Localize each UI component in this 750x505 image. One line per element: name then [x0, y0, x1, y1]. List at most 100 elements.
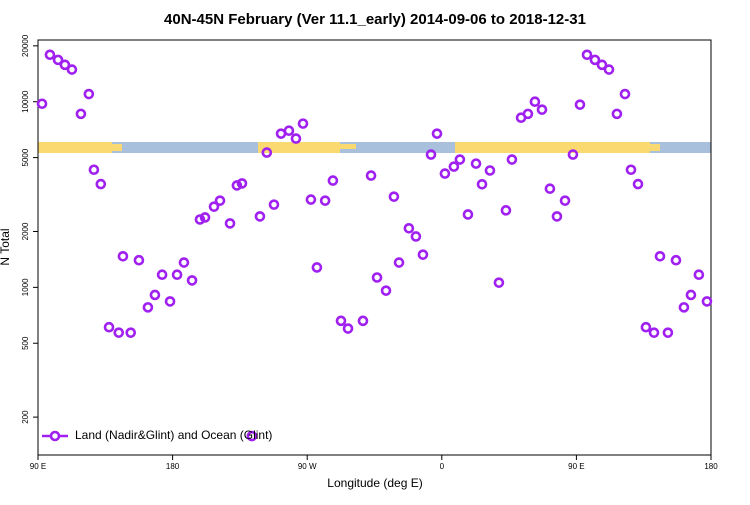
point — [83, 88, 95, 100]
point — [290, 133, 302, 144]
point — [133, 254, 145, 266]
point — [214, 195, 226, 206]
point — [693, 269, 705, 280]
point — [410, 231, 422, 242]
point — [544, 183, 556, 194]
point — [95, 178, 107, 190]
point — [701, 296, 713, 307]
point — [625, 164, 637, 176]
point — [417, 249, 429, 260]
point — [113, 327, 125, 338]
point — [103, 321, 115, 333]
point — [506, 154, 518, 165]
point — [393, 257, 405, 268]
point — [611, 108, 623, 120]
x-tick-label: 180 — [166, 462, 180, 471]
point — [448, 161, 460, 172]
point — [648, 327, 660, 338]
point — [581, 49, 593, 61]
point — [662, 327, 674, 338]
point — [178, 257, 190, 268]
point — [335, 315, 347, 327]
point — [164, 296, 176, 307]
y-tick-label: 10000 — [21, 90, 30, 113]
point — [357, 315, 369, 327]
y-tick-label: 500 — [21, 336, 30, 350]
point — [589, 54, 601, 66]
point — [574, 99, 586, 110]
point — [670, 254, 682, 266]
point — [425, 149, 437, 160]
point — [403, 223, 415, 234]
point — [342, 323, 354, 334]
point — [685, 289, 697, 301]
y-tick-label: 200 — [21, 410, 30, 424]
point — [654, 250, 666, 262]
y-tick-label: 1000 — [21, 278, 30, 296]
point — [388, 191, 400, 202]
point — [319, 195, 331, 206]
point — [454, 154, 466, 165]
point — [199, 212, 211, 223]
point — [66, 64, 78, 75]
point — [283, 125, 295, 136]
point — [678, 302, 690, 313]
point — [484, 165, 496, 176]
point — [88, 164, 100, 176]
point — [462, 209, 474, 220]
point — [603, 64, 615, 75]
point — [125, 327, 137, 338]
point — [551, 211, 563, 222]
legend-marker — [49, 430, 61, 442]
y-axis-label: N Total — [0, 228, 12, 265]
point — [156, 269, 168, 280]
y-tick-label: 5000 — [21, 148, 30, 166]
point — [632, 178, 644, 190]
point — [208, 201, 220, 212]
point — [254, 211, 266, 222]
x-tick-label: 90 W — [298, 462, 317, 471]
point — [36, 98, 48, 110]
land-ocean-band — [38, 142, 711, 153]
point — [640, 321, 652, 333]
plot-frame — [37, 39, 712, 456]
point — [149, 289, 161, 301]
chart-title: 40N-45N February (Ver 11.1_early) 2014-0… — [164, 11, 586, 28]
point — [246, 430, 258, 442]
point — [231, 180, 243, 191]
point — [500, 205, 512, 216]
point — [567, 149, 579, 160]
point — [142, 302, 154, 313]
point — [224, 218, 236, 229]
x-tick-label: 90 E — [30, 462, 46, 471]
point — [305, 194, 317, 205]
point — [529, 96, 541, 108]
point — [171, 269, 183, 280]
point — [117, 250, 129, 262]
point — [236, 178, 248, 189]
point — [439, 168, 451, 179]
point — [476, 179, 488, 190]
point — [261, 147, 273, 158]
point — [52, 54, 64, 66]
point — [327, 175, 339, 186]
y-tick-label: 2000 — [21, 222, 30, 240]
point — [470, 158, 482, 169]
point — [268, 199, 280, 210]
point — [493, 277, 505, 288]
point — [371, 272, 383, 283]
point — [59, 59, 71, 71]
point — [619, 88, 631, 100]
point — [186, 275, 198, 286]
point — [559, 195, 571, 206]
point — [522, 108, 534, 120]
x-axis-label: Longitude (deg E) — [327, 476, 422, 490]
x-tick-label: 0 — [440, 462, 445, 471]
point — [297, 118, 309, 129]
y-tick-label: 20000 — [21, 34, 30, 57]
x-tick-label: 90 E — [568, 462, 584, 471]
point — [365, 170, 377, 181]
point — [75, 108, 87, 120]
point — [380, 285, 392, 296]
